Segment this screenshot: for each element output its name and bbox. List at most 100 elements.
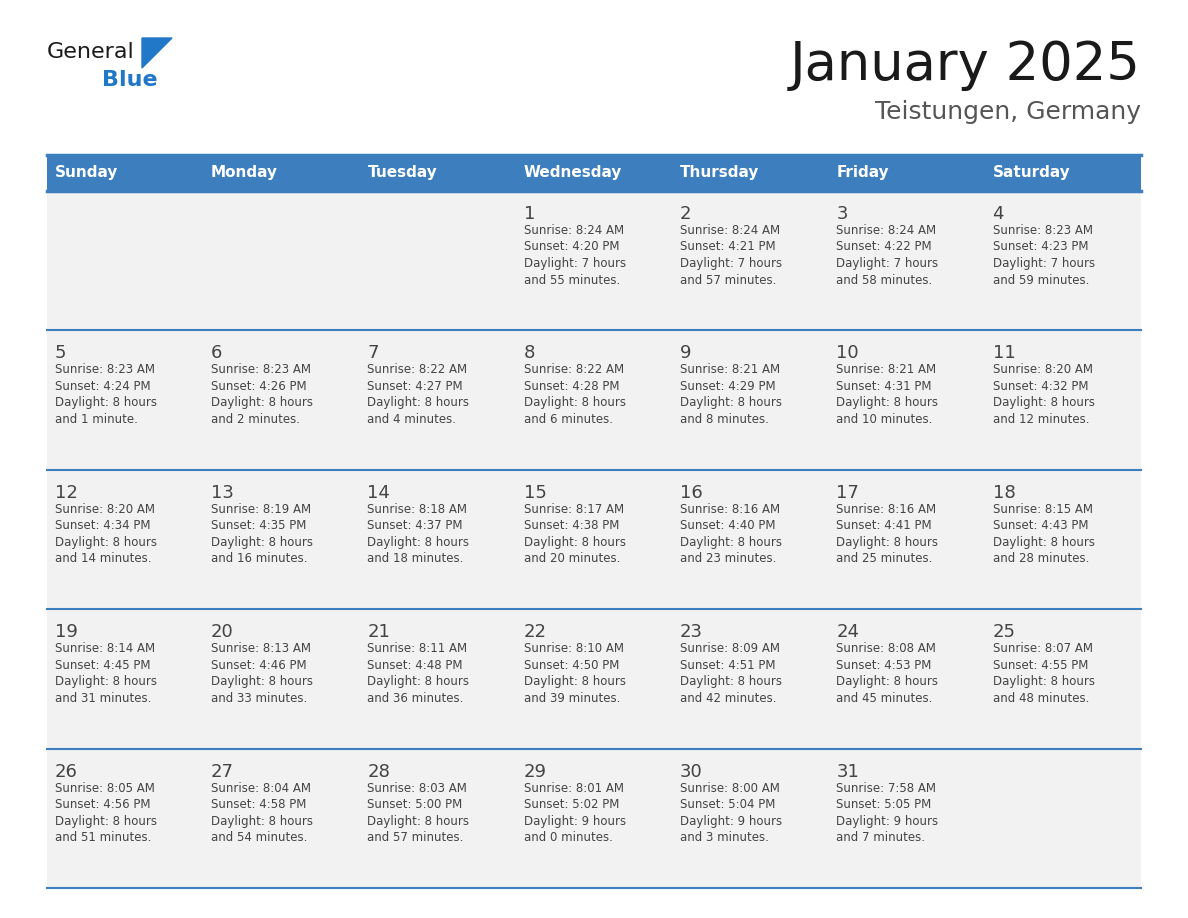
Text: Sunrise: 8:05 AM: Sunrise: 8:05 AM xyxy=(55,781,154,795)
Text: 18: 18 xyxy=(992,484,1016,502)
Bar xyxy=(360,748,516,888)
Text: Sunrise: 8:24 AM: Sunrise: 8:24 AM xyxy=(680,224,781,237)
Text: 26: 26 xyxy=(55,763,77,780)
Text: Sunrise: 8:23 AM: Sunrise: 8:23 AM xyxy=(211,364,311,376)
Text: Sunrise: 8:14 AM: Sunrise: 8:14 AM xyxy=(55,643,154,655)
Text: and 33 minutes.: and 33 minutes. xyxy=(211,691,308,705)
Text: and 58 minutes.: and 58 minutes. xyxy=(836,274,933,286)
Text: Daylight: 8 hours: Daylight: 8 hours xyxy=(55,676,157,688)
Text: and 51 minutes.: and 51 minutes. xyxy=(55,831,151,844)
Bar xyxy=(672,470,828,610)
Text: and 39 minutes.: and 39 minutes. xyxy=(524,691,620,705)
Bar xyxy=(360,191,516,330)
Text: Sunrise: 8:18 AM: Sunrise: 8:18 AM xyxy=(367,503,467,516)
Text: Daylight: 8 hours: Daylight: 8 hours xyxy=(836,676,939,688)
Bar xyxy=(48,155,203,191)
Bar xyxy=(203,155,360,191)
Text: Sunrise: 8:16 AM: Sunrise: 8:16 AM xyxy=(680,503,781,516)
Text: Sunrise: 8:11 AM: Sunrise: 8:11 AM xyxy=(367,643,468,655)
Text: and 57 minutes.: and 57 minutes. xyxy=(367,831,463,844)
Text: Daylight: 8 hours: Daylight: 8 hours xyxy=(680,536,782,549)
Text: 24: 24 xyxy=(836,623,859,641)
Text: Teistungen, Germany: Teistungen, Germany xyxy=(876,100,1140,124)
Text: 27: 27 xyxy=(211,763,234,780)
Bar xyxy=(360,470,516,610)
Bar xyxy=(828,330,985,470)
Text: Sunrise: 8:10 AM: Sunrise: 8:10 AM xyxy=(524,643,624,655)
Text: Sunrise: 8:17 AM: Sunrise: 8:17 AM xyxy=(524,503,624,516)
Text: Sunrise: 8:21 AM: Sunrise: 8:21 AM xyxy=(836,364,936,376)
Text: and 36 minutes.: and 36 minutes. xyxy=(367,691,463,705)
Text: Sunday: Sunday xyxy=(55,165,118,181)
Bar xyxy=(516,610,672,748)
Text: Sunrise: 8:09 AM: Sunrise: 8:09 AM xyxy=(680,643,781,655)
Bar xyxy=(360,610,516,748)
Bar xyxy=(203,610,360,748)
Text: Sunrise: 8:03 AM: Sunrise: 8:03 AM xyxy=(367,781,467,795)
Text: Sunset: 4:51 PM: Sunset: 4:51 PM xyxy=(680,659,776,672)
Text: and 23 minutes.: and 23 minutes. xyxy=(680,553,776,565)
Text: and 12 minutes.: and 12 minutes. xyxy=(992,413,1089,426)
Bar xyxy=(672,191,828,330)
Text: Sunrise: 8:13 AM: Sunrise: 8:13 AM xyxy=(211,643,311,655)
Text: and 42 minutes.: and 42 minutes. xyxy=(680,691,777,705)
Text: Friday: Friday xyxy=(836,165,889,181)
Text: Monday: Monday xyxy=(211,165,278,181)
Text: Sunset: 5:04 PM: Sunset: 5:04 PM xyxy=(680,798,776,812)
Text: Sunset: 4:35 PM: Sunset: 4:35 PM xyxy=(211,520,307,532)
Text: Daylight: 7 hours: Daylight: 7 hours xyxy=(524,257,626,270)
Bar xyxy=(516,191,672,330)
Text: Sunset: 5:02 PM: Sunset: 5:02 PM xyxy=(524,798,619,812)
Text: Daylight: 7 hours: Daylight: 7 hours xyxy=(992,257,1094,270)
Text: Sunset: 4:46 PM: Sunset: 4:46 PM xyxy=(211,659,307,672)
Bar xyxy=(516,748,672,888)
Text: 14: 14 xyxy=(367,484,391,502)
Text: Sunset: 4:55 PM: Sunset: 4:55 PM xyxy=(992,659,1088,672)
Text: Daylight: 8 hours: Daylight: 8 hours xyxy=(992,536,1094,549)
Text: Saturday: Saturday xyxy=(992,165,1070,181)
Text: Sunset: 4:45 PM: Sunset: 4:45 PM xyxy=(55,659,151,672)
Text: 1: 1 xyxy=(524,205,535,223)
Text: Daylight: 8 hours: Daylight: 8 hours xyxy=(211,397,314,409)
Text: Sunset: 4:26 PM: Sunset: 4:26 PM xyxy=(211,380,307,393)
Text: and 1 minute.: and 1 minute. xyxy=(55,413,138,426)
Text: Sunrise: 8:20 AM: Sunrise: 8:20 AM xyxy=(992,364,1093,376)
Text: and 57 minutes.: and 57 minutes. xyxy=(680,274,776,286)
Text: Sunrise: 8:15 AM: Sunrise: 8:15 AM xyxy=(992,503,1093,516)
Text: Sunrise: 8:20 AM: Sunrise: 8:20 AM xyxy=(55,503,154,516)
Text: Daylight: 8 hours: Daylight: 8 hours xyxy=(836,536,939,549)
Text: Sunset: 5:00 PM: Sunset: 5:00 PM xyxy=(367,798,462,812)
Text: 21: 21 xyxy=(367,623,391,641)
Text: Sunrise: 8:22 AM: Sunrise: 8:22 AM xyxy=(367,364,468,376)
Text: Sunset: 4:53 PM: Sunset: 4:53 PM xyxy=(836,659,931,672)
Bar xyxy=(48,610,203,748)
Text: and 31 minutes.: and 31 minutes. xyxy=(55,691,151,705)
Text: 30: 30 xyxy=(680,763,703,780)
Text: Daylight: 8 hours: Daylight: 8 hours xyxy=(524,536,626,549)
Bar xyxy=(985,155,1140,191)
Text: Sunrise: 8:23 AM: Sunrise: 8:23 AM xyxy=(55,364,154,376)
Text: Sunset: 4:56 PM: Sunset: 4:56 PM xyxy=(55,798,151,812)
Text: Sunrise: 8:19 AM: Sunrise: 8:19 AM xyxy=(211,503,311,516)
Text: Sunset: 4:22 PM: Sunset: 4:22 PM xyxy=(836,241,931,253)
Text: Daylight: 8 hours: Daylight: 8 hours xyxy=(367,676,469,688)
Text: Sunset: 4:21 PM: Sunset: 4:21 PM xyxy=(680,241,776,253)
Text: Sunset: 4:58 PM: Sunset: 4:58 PM xyxy=(211,798,307,812)
Text: Sunset: 5:05 PM: Sunset: 5:05 PM xyxy=(836,798,931,812)
Text: 4: 4 xyxy=(992,205,1004,223)
Text: Daylight: 8 hours: Daylight: 8 hours xyxy=(992,397,1094,409)
Text: Daylight: 7 hours: Daylight: 7 hours xyxy=(680,257,782,270)
Text: Daylight: 8 hours: Daylight: 8 hours xyxy=(524,676,626,688)
Bar xyxy=(985,470,1140,610)
Bar xyxy=(360,155,516,191)
Text: Sunrise: 8:01 AM: Sunrise: 8:01 AM xyxy=(524,781,624,795)
Bar xyxy=(48,330,203,470)
Text: Daylight: 8 hours: Daylight: 8 hours xyxy=(211,814,314,828)
Text: Sunrise: 8:07 AM: Sunrise: 8:07 AM xyxy=(992,643,1093,655)
Bar xyxy=(828,155,985,191)
Text: and 59 minutes.: and 59 minutes. xyxy=(992,274,1089,286)
Text: 9: 9 xyxy=(680,344,691,363)
Text: 15: 15 xyxy=(524,484,546,502)
Text: Blue: Blue xyxy=(102,70,158,90)
Text: Daylight: 9 hours: Daylight: 9 hours xyxy=(836,814,939,828)
